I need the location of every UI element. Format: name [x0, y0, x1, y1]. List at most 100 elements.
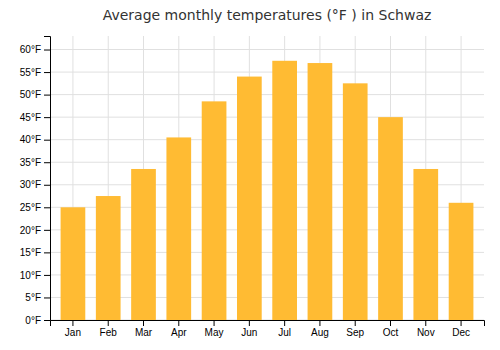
x-tick: Dec: [452, 320, 470, 338]
y-tick-label: 5°F: [25, 292, 41, 303]
chart-title: Average monthly temperatures (°F ) in Sc…: [103, 7, 432, 23]
bar: [131, 169, 156, 320]
y-tick: 40°F: [20, 134, 50, 145]
x-tick: Oct: [383, 320, 399, 338]
y-tick-mark: [44, 72, 50, 73]
x-tick: Sep: [346, 320, 364, 338]
y-tick-mark: [44, 140, 50, 141]
bar: [61, 207, 86, 320]
y-tick-label: 30°F: [20, 179, 41, 190]
bar: [237, 77, 262, 320]
x-tick-mark: [461, 320, 462, 326]
bar: [343, 83, 368, 320]
y-grid-line: [50, 162, 484, 163]
y-tick: 0°F: [25, 315, 50, 326]
y-tick: 35°F: [20, 157, 50, 168]
bar: [96, 196, 121, 320]
x-tick-mark: [72, 320, 73, 326]
x-tick: Jun: [241, 320, 257, 338]
y-tick: 50°F: [20, 89, 50, 100]
x-tick-label: Dec: [452, 327, 470, 338]
bar: [166, 137, 191, 320]
bar: [202, 101, 227, 320]
y-tick-mark: [44, 162, 50, 163]
x-axis-line: [51, 321, 485, 327]
x-axis: Jan Feb Mar Apr May Jun Jul Aug Sep Oct Nov Dec: [51, 320, 485, 338]
y-tick-mark: [44, 185, 50, 186]
y-tick: 5°F: [25, 292, 50, 303]
x-tick-mark: [319, 320, 320, 326]
x-tick-label: Jun: [241, 327, 257, 338]
y-tick-mark: [44, 275, 50, 276]
x-tick: May: [205, 320, 224, 338]
y-tick: 45°F: [20, 112, 50, 123]
y-tick: 25°F: [20, 202, 50, 213]
y-tick-label: 0°F: [25, 315, 41, 326]
x-tick-label: Apr: [171, 327, 187, 338]
y-grid-line: [50, 139, 484, 140]
x-tick-mark: [390, 320, 391, 326]
x-tick-mark: [214, 320, 215, 326]
y-tick: 55°F: [20, 67, 50, 78]
y-tick-mark: [44, 50, 50, 51]
y-tick-mark: [44, 230, 50, 231]
x-tick: Nov: [417, 320, 435, 338]
bar: [413, 169, 438, 320]
y-grid-line: [50, 117, 484, 118]
x-tick-mark: [108, 320, 109, 326]
y-grid-line: [50, 72, 484, 73]
x-tick-label: Aug: [311, 327, 329, 338]
y-tick-mark: [44, 117, 50, 118]
x-tick-mark: [143, 320, 144, 326]
x-tick: Apr: [171, 320, 187, 338]
chart-svg: 0°F 5°F 10°F 15°F 20°F 25°F 30°F 35°F 40°F 45°F 50…: [0, 0, 500, 350]
y-tick-label: 20°F: [20, 225, 41, 236]
y-tick-mark: [44, 297, 50, 298]
x-tick-label: Sep: [346, 327, 364, 338]
y-tick-label: 35°F: [20, 157, 41, 168]
y-tick-label: 15°F: [20, 247, 41, 258]
y-tick-mark: [44, 320, 50, 321]
y-axis: 0°F 5°F 10°F 15°F 20°F 25°F 30°F 35°F 40°F 45°F 50…: [20, 37, 51, 326]
y-tick-mark: [44, 252, 50, 253]
bar: [308, 63, 333, 320]
x-tick-label: Jul: [278, 327, 291, 338]
x-tick: Mar: [135, 320, 153, 338]
x-tick-label: Feb: [100, 327, 118, 338]
x-tick-mark: [355, 320, 356, 326]
y-tick-label: 10°F: [20, 270, 41, 281]
y-tick-mark: [44, 95, 50, 96]
y-tick: 20°F: [20, 225, 50, 236]
y-tick: 15°F: [20, 247, 50, 258]
y-tick-label: 45°F: [20, 112, 41, 123]
y-grid-line: [50, 94, 484, 95]
plot-area: 0°F 5°F 10°F 15°F 20°F 25°F 30°F 35°F 40°F 45°F 50…: [20, 36, 485, 338]
x-tick-mark: [178, 320, 179, 326]
x-tick-label: Jan: [65, 327, 81, 338]
x-tick-label: Mar: [135, 327, 153, 338]
x-tick: Feb: [100, 320, 118, 338]
y-tick-mark: [44, 207, 50, 208]
x-tick: Aug: [311, 320, 329, 338]
bar: [449, 203, 474, 320]
chart-container: 0°F 5°F 10°F 15°F 20°F 25°F 30°F 35°F 40°F 45°F 50…: [0, 0, 500, 350]
bar: [272, 61, 297, 320]
x-tick: Jul: [278, 320, 291, 338]
y-axis-line: [44, 37, 51, 321]
bars: [61, 61, 474, 320]
x-tick-label: May: [205, 327, 224, 338]
y-grid-line: [50, 49, 484, 50]
x-tick-mark: [249, 320, 250, 326]
y-tick-label: 60°F: [20, 44, 41, 55]
x-tick-label: Nov: [417, 327, 435, 338]
y-tick-label: 25°F: [20, 202, 41, 213]
y-tick: 10°F: [20, 270, 50, 281]
y-tick: 60°F: [20, 44, 50, 55]
y-tick-label: 55°F: [20, 67, 41, 78]
bar: [378, 117, 403, 320]
y-tick-label: 50°F: [20, 89, 41, 100]
x-tick-mark: [425, 320, 426, 326]
x-tick: Jan: [65, 320, 81, 338]
y-tick: 30°F: [20, 179, 50, 190]
x-tick-label: Oct: [383, 327, 399, 338]
